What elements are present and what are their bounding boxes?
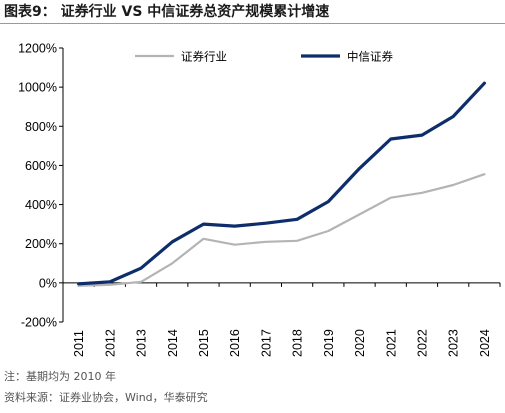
x-tick-label: 2015 xyxy=(197,329,211,357)
line-chart: -200%0%200%400%600%800%1000%1200% 2011 20… xyxy=(18,42,501,357)
x-tick-label: 2024 xyxy=(478,329,492,357)
y-tick-label: 200% xyxy=(25,237,57,251)
x-tick-label: 2020 xyxy=(353,329,367,357)
source-note: 资料来源：证券业协会，Wind，华泰研究 xyxy=(4,391,208,404)
y-tick-label: 1200% xyxy=(18,42,57,56)
y-tick-label: 800% xyxy=(25,120,57,134)
x-tick-label: 2023 xyxy=(447,329,461,357)
x-tick-label: 2017 xyxy=(259,329,273,357)
series-line-2 xyxy=(76,81,486,286)
x-axis: 2011 2012 2013 2014 2015 2016 2017 2018 2019 2020… xyxy=(62,282,501,357)
x-tick-label: 2013 xyxy=(135,329,149,357)
x-tick-label: 2011 xyxy=(72,330,86,357)
legend: 证券行业 中信证券 xyxy=(135,50,393,64)
y-tick-label: -200% xyxy=(21,316,57,330)
x-tick-label: 2012 xyxy=(103,329,117,357)
chart-title: 图表9： 证券行业 VS 中信证券总资产规模累计增速 xyxy=(4,4,330,20)
series-line-1 xyxy=(77,173,486,287)
y-tick-label: 0% xyxy=(39,276,57,290)
base-year-note: 注：基期均为 2010 年 xyxy=(4,370,116,383)
x-tick-label: 2021 xyxy=(384,329,398,357)
x-tick-label: 2014 xyxy=(166,329,180,357)
y-tick-label: 600% xyxy=(25,159,57,173)
x-tick-label: 2022 xyxy=(415,329,429,357)
y-tick-label: 400% xyxy=(25,198,57,212)
legend-label-1: 证券行业 xyxy=(181,50,227,64)
x-tick-label: 2019 xyxy=(322,329,336,357)
y-tick-label: 1000% xyxy=(18,81,57,95)
x-tick-label: 2016 xyxy=(228,329,242,357)
y-axis: -200% 0% 200% 400% 600% 800% 1000% 1200% xyxy=(18,42,64,330)
series-layer xyxy=(76,81,486,287)
legend-label-2: 中信证券 xyxy=(347,50,393,64)
title-divider xyxy=(0,23,505,24)
x-tick-label: 2018 xyxy=(291,329,305,357)
